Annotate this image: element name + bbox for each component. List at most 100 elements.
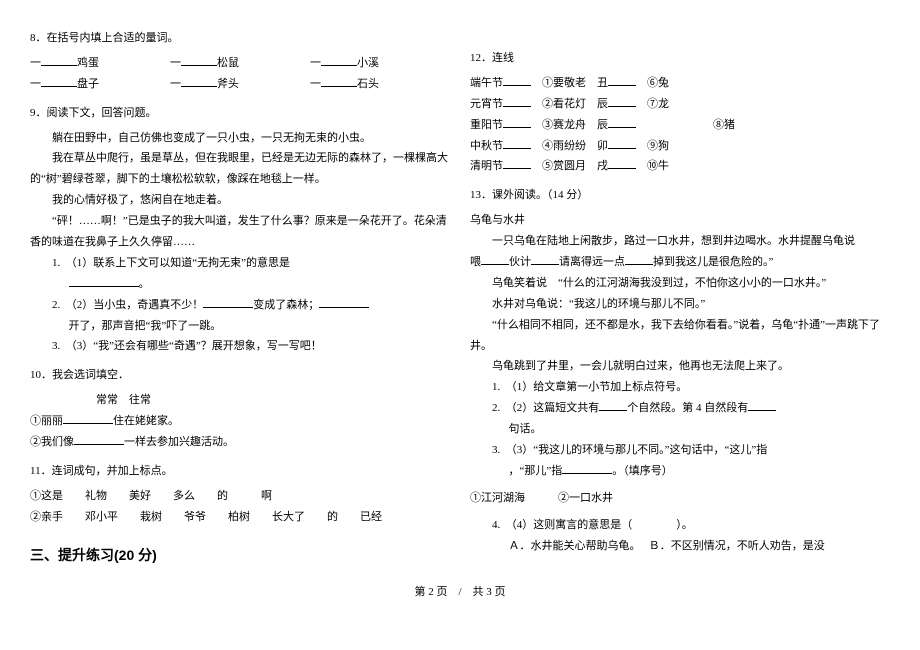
t: 住在姥姥家。 (113, 415, 179, 427)
t: 元宵节 (470, 98, 503, 110)
t: ⑥兔 (647, 77, 669, 89)
t: 端午节 (470, 77, 503, 89)
t: 一 (170, 57, 181, 69)
t: 2. （2）当小虫，奇遇真不少！ (52, 299, 203, 311)
blank (319, 297, 369, 308)
t: 卯 (597, 140, 608, 152)
blank (41, 55, 77, 66)
q13-s3: 3. （3）“我这儿的环境与那儿不同。”这句话中，“这儿”指 (470, 440, 890, 461)
t: ④雨纷纷 (542, 140, 586, 152)
q10-head: 10．我会选词填空． (30, 365, 450, 386)
blank (599, 400, 627, 411)
q9-p4: “砰！……啊！”已是虫子的我大叫道，发生了什么事？原来是一朵花开了。花朵清香的味… (30, 211, 450, 253)
q9-head: 9．阅读下文，回答问题。 (30, 103, 450, 124)
t: 丑 (597, 77, 608, 89)
t: 伙计 (509, 256, 531, 268)
q12-row: 中秋节 ④雨纷纷 卯 ⑨狗 (470, 136, 890, 157)
t: 掉到我这儿是很危险的。” (653, 256, 773, 268)
t: ⑩牛 (647, 160, 669, 172)
t: ②看花灯 (542, 98, 586, 110)
t: 一 (170, 78, 181, 90)
t: 斧头 (217, 78, 239, 90)
q8-row2: 一 盘子 一 斧头 一 石头 (30, 74, 450, 95)
blank (503, 96, 531, 107)
q13-s4: 4. （4）这则寓言的意思是（ ）。 (470, 515, 890, 536)
blank (608, 117, 636, 128)
q10-l1: ①丽丽 住在姥姥家。 (30, 411, 450, 432)
blank (625, 254, 653, 265)
q13-p2: 喂 伙计 请离得远一点 掉到我这儿是很危险的。” (470, 252, 890, 273)
blank (181, 76, 217, 87)
q13-p6: 乌龟跳到了井里，一会儿就明白过来，他再也无法爬上来了。 (470, 356, 890, 377)
blank (562, 463, 612, 474)
t: ⑧猪 (713, 119, 735, 131)
t: ①丽丽 (30, 415, 63, 427)
t: 个自然段。第 4 自然段有 (627, 402, 748, 414)
blank (181, 55, 217, 66)
t: ⑤赏圆月 (542, 160, 586, 172)
blank (503, 117, 531, 128)
blank (481, 254, 509, 265)
opt-a: Ａ．水井能关心帮助乌龟。 (509, 540, 636, 552)
t: 3. （3）“我这儿的环境与那儿不同。”这句话中，“这儿”指 (492, 444, 767, 456)
left-column: 8．在括号内填上合适的量词。 一 鸡蛋 一 松鼠 一 小溪 一 盘子 一 斧头 一 石头 9… (30, 20, 450, 574)
two-column-layout: 8．在括号内填上合适的量词。 一 鸡蛋 一 松鼠 一 小溪 一 盘子 一 斧头 一 石头 9… (30, 20, 890, 574)
q9-s3: 3. （3）“我”还会有哪些“奇遇”？展开想象，写一写吧！ (30, 336, 450, 357)
q12-row: 重阳节 ③赛龙舟 辰 ⑧猪 (470, 115, 890, 136)
blank (608, 75, 636, 86)
t: ②我们像 (30, 436, 74, 448)
t: 。 (139, 278, 150, 290)
blank (41, 76, 77, 87)
page-footer: 第 2 页 / 共 3 页 (30, 582, 890, 603)
q13-head: 13．课外阅读。（14 分） (470, 185, 890, 206)
q13-choices: Ａ．水井能关心帮助乌龟。 Ｂ．不区别情况，不听人劝告，是没 (470, 536, 890, 557)
right-column: 12．连线 端午节 ①要敬老 丑 ⑥兔 元宵节 ②看花灯 辰 ⑦龙 重阳节 ③赛… (470, 20, 890, 574)
t: ①要敬老 (542, 77, 586, 89)
t: 一 (310, 78, 321, 90)
blank (69, 276, 139, 287)
blank (203, 297, 253, 308)
t: 小溪 (357, 57, 379, 69)
blank (74, 434, 124, 445)
q13-s3b: ，“那儿”指。（填序号） (470, 461, 890, 482)
t: 清明节 (470, 160, 503, 172)
blank (503, 159, 531, 170)
q11-head: 11．连词成句，并加上标点。 (30, 461, 450, 482)
blank (608, 138, 636, 149)
blank (531, 254, 559, 265)
blank (321, 55, 357, 66)
t: 请离得远一点 (559, 256, 625, 268)
t: 一 (30, 78, 41, 90)
t: 辰 (597, 119, 608, 131)
q12-row: 清明节 ⑤赏圆月 戌 ⑩牛 (470, 156, 890, 177)
t: ③赛龙舟 (542, 119, 586, 131)
t: 辰 (597, 98, 608, 110)
section-3-title: 三、提升练习(20 分) (30, 542, 450, 569)
t: 石头 (357, 78, 379, 90)
t: 中秋节 (470, 140, 503, 152)
q9-p1: 躺在田野中，自己仿佛也变成了一只小虫，一只无拘无束的小虫。 (30, 128, 450, 149)
blank (321, 76, 357, 87)
q12-row: 端午节 ①要敬老 丑 ⑥兔 (470, 73, 890, 94)
t: ，“那儿”指 (509, 465, 563, 477)
t: 盘子 (77, 78, 99, 90)
q9-p3: 我的心情好极了，悠闲自在地走着。 (30, 190, 450, 211)
q13-opts: ①江河湖海 ②一口水井 (470, 488, 890, 509)
t: 变成了森林； (253, 299, 319, 311)
q8-head: 8．在括号内填上合适的量词。 (30, 28, 450, 49)
q11-l1: ①这是 礼物 美好 多么 的 啊 (30, 486, 450, 507)
blank (503, 75, 531, 86)
q13-p4: 水井对乌龟说：“我这儿的环境与那儿不同。” (470, 294, 890, 315)
t: 喂 (470, 256, 481, 268)
q11-l2: ②亲手 邓小平 栽树 爷爷 柏树 长大了 的 已经 (30, 507, 450, 528)
blank (503, 138, 531, 149)
q12-row: 元宵节 ②看花灯 辰 ⑦龙 (470, 94, 890, 115)
t: 松鼠 (217, 57, 239, 69)
t: 鸡蛋 (77, 57, 99, 69)
q9-p2: 我在草丛中爬行，虽是草丛，但在我眼里，已经是无边无际的森林了，一棵棵高大的“树”… (30, 148, 450, 190)
q9-s2b: 开了，那声音把“我”吓了一跳。 (30, 316, 450, 337)
q13-s2: 2. （2）这篇短文共有个自然段。第 4 自然段有 (470, 398, 890, 419)
q13-title: 乌龟与水井 (470, 210, 890, 231)
blank (608, 96, 636, 107)
q9-s2a: 2. （2）当小虫，奇遇真不少！ 变成了森林； (30, 295, 450, 316)
